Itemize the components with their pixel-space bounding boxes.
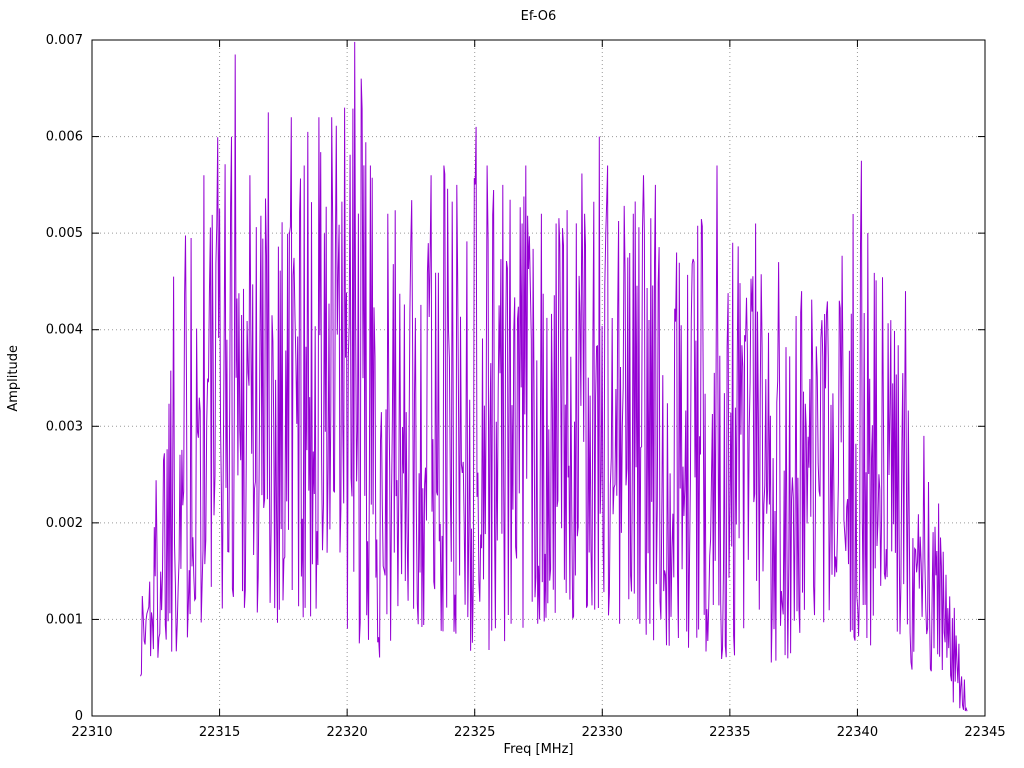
y-tick-label: 0.004	[46, 323, 83, 338]
x-tick-label: 22320	[326, 725, 367, 740]
x-axis-label: Freq [MHz]	[503, 742, 574, 757]
y-tick-label: 0.005	[46, 226, 83, 241]
y-tick-label: 0.002	[46, 516, 83, 531]
y-tick-label: 0	[75, 709, 83, 724]
y-tick-label: 0.006	[46, 130, 83, 145]
x-tick-label: 22330	[582, 725, 623, 740]
y-tick-label: 0.003	[46, 419, 83, 434]
y-tick-label: 0.007	[46, 33, 83, 48]
chart-title: Ef-O6	[520, 9, 557, 24]
x-tick-label: 22345	[964, 725, 1005, 740]
x-tick-label: 22310	[71, 725, 112, 740]
y-tick-label: 0.001	[46, 612, 83, 627]
spectrum-line	[140, 41, 968, 712]
x-tick-label: 22340	[837, 725, 878, 740]
x-tick-label: 22325	[454, 725, 495, 740]
plot-border	[91, 39, 986, 717]
x-tick-label: 22335	[709, 725, 750, 740]
x-tick-label: 22315	[199, 725, 240, 740]
